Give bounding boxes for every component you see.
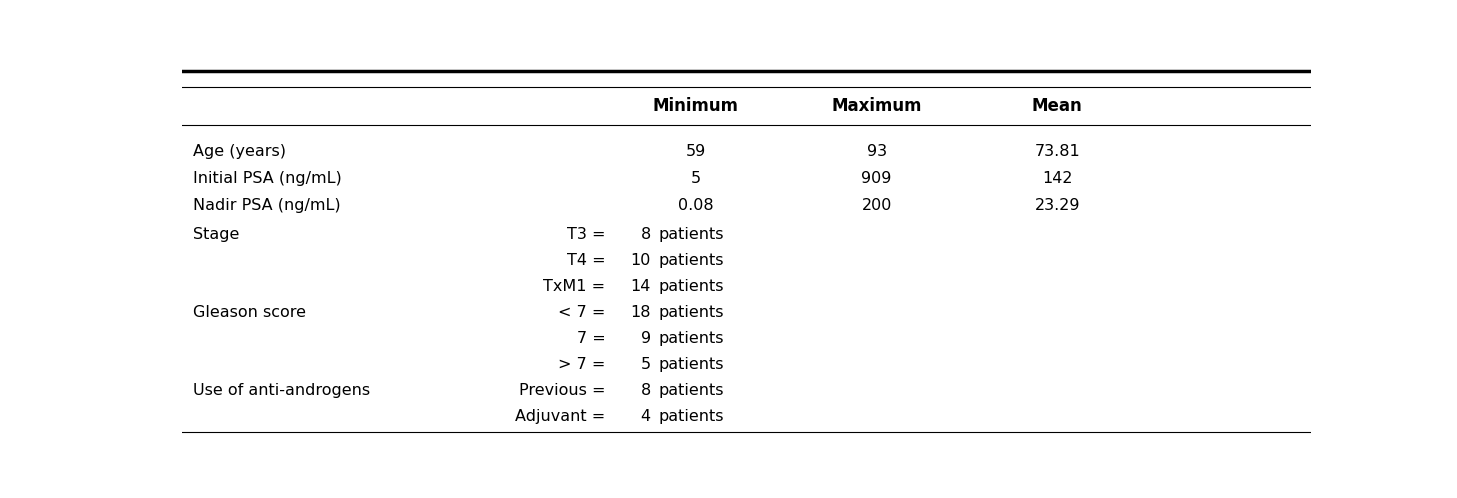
Text: < 7 =: < 7 = (558, 305, 606, 320)
Text: 18: 18 (631, 305, 651, 320)
Text: 142: 142 (1042, 171, 1072, 186)
Text: Maximum: Maximum (832, 97, 922, 115)
Text: 10: 10 (631, 253, 651, 268)
Text: 200: 200 (861, 198, 892, 213)
Text: 0.08: 0.08 (678, 198, 714, 213)
Text: 8: 8 (641, 227, 651, 242)
Text: 5: 5 (641, 357, 651, 372)
Text: 14: 14 (631, 279, 651, 294)
Text: 59: 59 (686, 144, 707, 159)
Text: T3 =: T3 = (567, 227, 606, 242)
Text: 93: 93 (867, 144, 887, 159)
Text: 9: 9 (641, 331, 651, 346)
Text: 73.81: 73.81 (1034, 144, 1080, 159)
Text: Mean: Mean (1032, 97, 1083, 115)
Text: patients: patients (659, 383, 724, 398)
Text: patients: patients (659, 253, 724, 268)
Text: 909: 909 (861, 171, 892, 186)
Text: patients: patients (659, 357, 724, 372)
Text: Minimum: Minimum (653, 97, 739, 115)
Text: Gleason score: Gleason score (194, 305, 306, 320)
Text: TxM1 =: TxM1 = (543, 279, 606, 294)
Text: Age (years): Age (years) (194, 144, 287, 159)
Text: Stage: Stage (194, 227, 240, 242)
Text: Initial PSA (ng/mL): Initial PSA (ng/mL) (194, 171, 342, 186)
Text: patients: patients (659, 305, 724, 320)
Text: 7 =: 7 = (577, 331, 606, 346)
Text: Previous =: Previous = (519, 383, 606, 398)
Text: > 7 =: > 7 = (558, 357, 606, 372)
Text: patients: patients (659, 227, 724, 242)
Text: Nadir PSA (ng/mL): Nadir PSA (ng/mL) (194, 198, 341, 213)
Text: patients: patients (659, 409, 724, 424)
Text: patients: patients (659, 331, 724, 346)
Text: 5: 5 (691, 171, 701, 186)
Text: T4 =: T4 = (567, 253, 606, 268)
Text: Adjuvant =: Adjuvant = (516, 409, 606, 424)
Text: 23.29: 23.29 (1034, 198, 1080, 213)
Text: Use of anti-androgens: Use of anti-androgens (194, 383, 370, 398)
Text: 4: 4 (641, 409, 651, 424)
Text: patients: patients (659, 279, 724, 294)
Text: 8: 8 (641, 383, 651, 398)
